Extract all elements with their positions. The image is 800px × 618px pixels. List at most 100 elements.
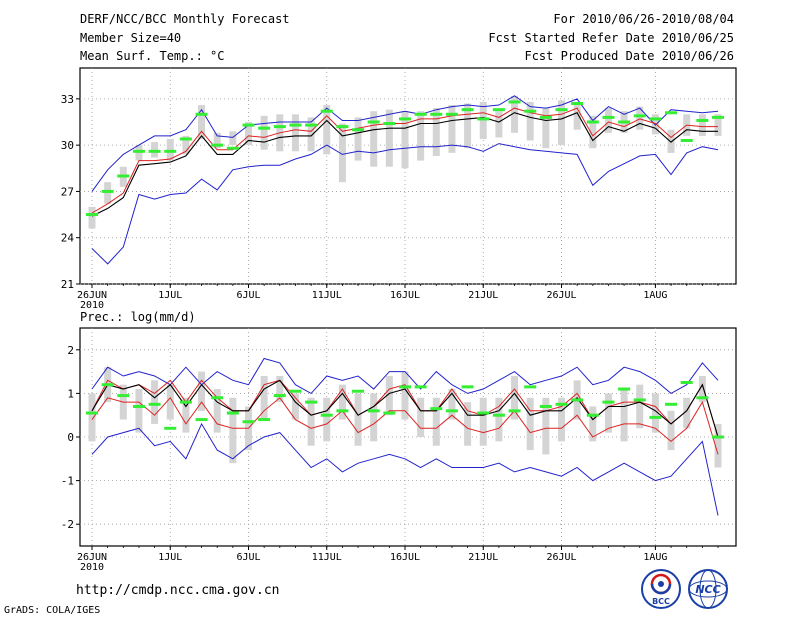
x-tick-year-label: 2010 — [80, 562, 104, 573]
spread-box — [417, 111, 425, 161]
x-tick-label: 6JUL — [236, 552, 260, 563]
spread-box — [213, 389, 221, 433]
spread-box — [291, 114, 299, 152]
spread-box — [573, 101, 581, 130]
spread-box — [291, 393, 299, 420]
spread-box — [260, 375, 268, 420]
spread-box — [385, 109, 393, 167]
observed-marker — [101, 189, 114, 193]
observed-marker — [539, 404, 552, 408]
spread-box — [88, 206, 96, 229]
spread-box — [667, 129, 675, 153]
spread-box — [542, 108, 550, 149]
observed-marker — [148, 149, 161, 153]
forecast-period: For 2010/06/26-2010/08/04 — [553, 12, 734, 26]
lower-line — [91, 396, 719, 455]
y-tick-label: 0 — [67, 431, 74, 444]
observed-marker — [571, 101, 584, 105]
max-line — [91, 95, 719, 192]
spread-box — [526, 397, 534, 451]
refer-date: Fcst Started Refer Date 2010/06/25 — [488, 31, 734, 45]
spread-box — [166, 138, 174, 161]
plot-frame — [79, 67, 737, 285]
observed-marker — [508, 409, 521, 413]
observed-marker — [320, 413, 333, 417]
observed-marker — [273, 394, 286, 398]
x-tick-label: 11JUL — [312, 552, 342, 563]
spread-box — [636, 384, 644, 429]
spread-box — [683, 397, 691, 429]
observed-marker — [242, 420, 255, 424]
x-tick-label: 21JUL — [468, 290, 498, 301]
spread-box — [714, 423, 722, 468]
observed-marker — [492, 108, 505, 112]
observed-marker — [258, 418, 271, 422]
observed-marker — [586, 413, 599, 417]
produced-date: Fcst Produced Date 2010/06/26 — [524, 49, 734, 63]
x-tick-label: 21JUL — [468, 552, 498, 563]
observed-marker — [289, 389, 302, 393]
observed-marker — [445, 409, 458, 413]
observed-marker — [524, 109, 537, 113]
observed-marker — [539, 115, 552, 119]
spread-box — [448, 105, 456, 153]
observed-marker — [712, 115, 724, 119]
spread-box — [213, 132, 221, 149]
observed-marker — [86, 411, 98, 415]
observed-marker — [383, 122, 396, 126]
observed-marker — [461, 108, 474, 112]
observed-marker — [445, 112, 458, 116]
observed-marker — [571, 398, 584, 402]
variable-label: Mean Surf. Temp.: °C — [80, 49, 225, 63]
spread-box — [307, 117, 315, 152]
observed-marker — [399, 385, 411, 389]
x-tick-label: 1JUL — [158, 290, 182, 301]
observed-marker — [696, 118, 709, 122]
observed-marker — [367, 120, 380, 124]
min-line — [91, 143, 719, 265]
median-line — [91, 379, 719, 438]
spread-box — [651, 393, 659, 433]
spread-box — [338, 384, 346, 420]
source-url[interactable]: http://cmdp.ncc.cma.gov.cn — [76, 583, 280, 598]
spread-box — [338, 123, 346, 183]
spread-box — [558, 100, 565, 146]
x-tick-label: 26JUN — [77, 552, 107, 563]
spread-box — [354, 117, 362, 161]
observed-marker — [132, 404, 145, 408]
observed-marker — [320, 109, 333, 113]
observed-marker — [477, 117, 490, 121]
observed-marker — [555, 108, 568, 112]
figure-title: DERF/NCC/BCC Monthly Forecast — [80, 12, 290, 26]
observed-marker — [524, 385, 537, 389]
ncc-logo-text: NCC — [695, 583, 720, 596]
observed-marker — [586, 120, 599, 124]
observed-marker — [273, 125, 286, 129]
x-tick-label: 26JUL — [546, 290, 576, 301]
observed-marker — [680, 381, 693, 384]
x-tick-label: 26JUN — [77, 290, 107, 301]
member-size: Member Size=40 — [80, 31, 182, 45]
bcc-logo-text: BCC — [652, 597, 670, 606]
y-tick-label: 1 — [67, 387, 74, 400]
spread-box — [432, 108, 440, 156]
spread-box — [448, 389, 456, 420]
spread-box — [542, 397, 550, 455]
spread-box — [495, 111, 503, 138]
spread-box — [135, 145, 143, 161]
spread-box — [698, 375, 706, 403]
observed-marker — [367, 409, 380, 413]
y-tick-label: 21 — [61, 278, 74, 291]
observed-marker — [242, 123, 255, 127]
spread-box — [245, 122, 252, 146]
spread-box — [432, 397, 440, 446]
spread-box — [698, 114, 706, 136]
observed-marker — [414, 112, 427, 116]
observed-marker — [477, 411, 490, 415]
spread-box — [604, 108, 612, 133]
y-tick-label: 24 — [61, 232, 75, 245]
observed-marker — [226, 146, 239, 150]
spread-box — [464, 402, 472, 446]
observed-marker — [132, 149, 145, 153]
observed-marker — [508, 100, 521, 104]
